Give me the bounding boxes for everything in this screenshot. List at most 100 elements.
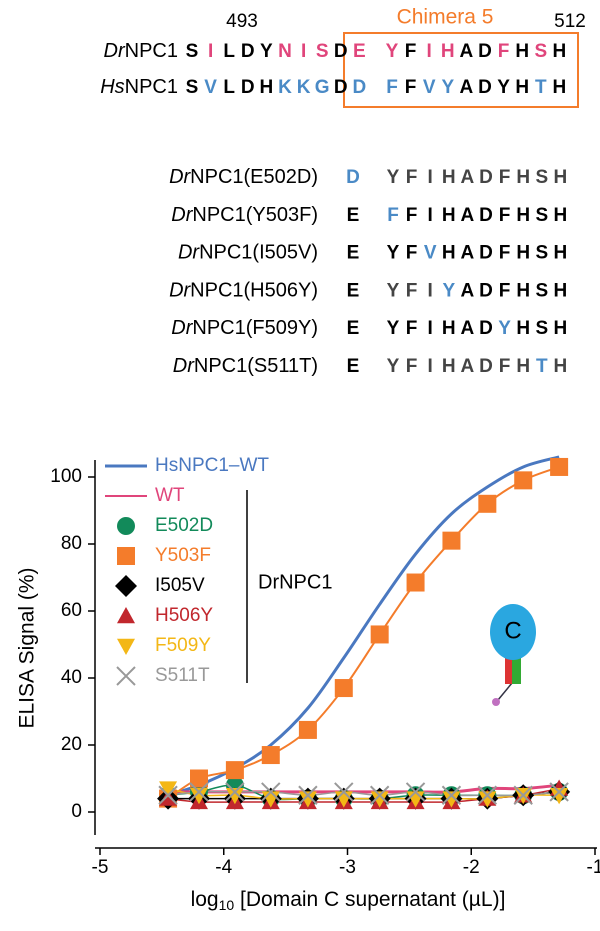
residue: A xyxy=(461,318,475,339)
residue: Y xyxy=(386,41,399,62)
x-label-rest: [Domain C supernatant (µL)] xyxy=(234,888,505,911)
residue: A xyxy=(461,167,475,188)
residue: Y xyxy=(387,318,400,339)
label-prefix: Dr xyxy=(171,317,193,339)
legend-label: WT xyxy=(155,485,185,506)
marker xyxy=(549,782,569,802)
icon-red-segment xyxy=(505,658,513,684)
residue: H xyxy=(442,167,456,188)
residue: S xyxy=(535,318,548,339)
legend-label: Y503F xyxy=(155,545,211,566)
row-label: DrNPC1(I505V) xyxy=(178,242,318,264)
marker xyxy=(189,782,209,802)
residue: I xyxy=(428,356,433,377)
marker xyxy=(550,457,569,476)
legend-group-label: DrNPC1 xyxy=(258,571,332,593)
residue: G xyxy=(315,77,330,98)
residue: A xyxy=(461,356,475,377)
residue: H xyxy=(442,356,456,377)
residue: F xyxy=(405,41,417,62)
residue: F xyxy=(406,243,418,264)
marker xyxy=(225,782,245,802)
marker xyxy=(514,471,533,490)
legend-label: H506Y xyxy=(155,605,213,626)
icon-label: C xyxy=(504,617,521,644)
residue: F xyxy=(499,280,511,301)
residue: S xyxy=(535,243,548,264)
residue: D xyxy=(241,77,255,98)
residue: D xyxy=(479,243,493,264)
marker xyxy=(370,791,389,808)
residue: F xyxy=(387,205,399,226)
residue: H xyxy=(516,280,530,301)
end-position: 512 xyxy=(554,11,586,32)
residue: F xyxy=(499,243,511,264)
label-prefix: Hs xyxy=(100,76,124,98)
marker xyxy=(158,785,178,805)
residue: D xyxy=(479,205,493,226)
residue: D xyxy=(478,41,492,62)
residue: A xyxy=(460,77,474,98)
label-name: NPC1 xyxy=(125,76,178,98)
residue: H xyxy=(516,356,530,377)
residue: Y xyxy=(387,280,400,301)
residue: D xyxy=(479,280,493,301)
residue: E xyxy=(347,205,360,226)
residue: H xyxy=(442,318,456,339)
icon-green-segment xyxy=(512,658,521,684)
residue: S xyxy=(535,205,548,226)
residue: F xyxy=(499,205,511,226)
legend-marker xyxy=(115,575,137,597)
residue: D xyxy=(478,77,492,98)
label-prefix: Dr xyxy=(169,166,191,188)
legend-marker xyxy=(117,638,135,655)
marker xyxy=(513,785,533,805)
residue: Y xyxy=(442,280,455,301)
residue: D xyxy=(241,41,255,62)
residue: D xyxy=(479,356,493,377)
residue: K xyxy=(278,77,292,98)
residue: H xyxy=(516,318,530,339)
residue: D xyxy=(479,318,493,339)
residue: H xyxy=(553,41,567,62)
residue: H xyxy=(515,41,529,62)
residue: I xyxy=(428,318,433,339)
residue: H xyxy=(554,205,568,226)
chimera-box xyxy=(343,32,579,108)
x-tick-label: -1 xyxy=(587,857,600,878)
residue: A xyxy=(460,41,474,62)
legend-label: F509Y xyxy=(155,635,211,656)
x-axis-label: log10 [Domain C supernatant (µL)] xyxy=(191,888,506,913)
icon-tail xyxy=(497,682,513,701)
residue: V xyxy=(423,77,436,98)
row-label: DrNPC1(H506Y) xyxy=(169,280,318,302)
residue: F xyxy=(406,356,418,377)
label-name: NPC1(H506Y) xyxy=(190,280,318,302)
residue: N xyxy=(278,41,292,62)
y-axis-label: ELISA Signal (%) xyxy=(16,567,39,728)
residue: V xyxy=(424,243,437,264)
residue: E xyxy=(347,243,360,264)
marker xyxy=(550,788,569,805)
label-prefix: Dr xyxy=(173,355,195,377)
residue: Y xyxy=(498,318,511,339)
residue: T xyxy=(535,77,547,98)
marker xyxy=(334,679,353,698)
marker xyxy=(159,781,178,798)
residue: Y xyxy=(441,77,454,98)
residue: F xyxy=(406,167,418,188)
legend-label: I505V xyxy=(155,575,205,596)
residue: E xyxy=(347,280,360,301)
marker xyxy=(405,782,426,802)
residue: F xyxy=(498,41,510,62)
residue: H xyxy=(516,243,530,264)
residue: F xyxy=(499,167,511,188)
residue: T xyxy=(536,356,548,377)
residue: H xyxy=(554,280,568,301)
x-tick-label: -2 xyxy=(463,857,480,878)
legend-marker xyxy=(117,517,135,535)
residue: Y xyxy=(497,77,510,98)
residue: V xyxy=(204,77,217,98)
y-tick-label: 20 xyxy=(61,734,82,755)
